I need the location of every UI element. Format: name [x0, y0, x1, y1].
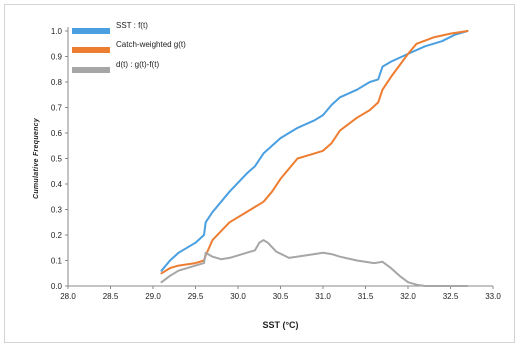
- legend-swatch-sst-f-t: [72, 28, 110, 34]
- y-tick-label: 0.3: [51, 206, 63, 215]
- y-tick-label: 0.8: [51, 78, 63, 87]
- x-tick-label: 33.0: [485, 292, 501, 301]
- legend-label-sst-f-t: SST : f(t): [116, 21, 148, 30]
- series-line-d-t-difference: [160, 239, 469, 287]
- x-tick-label: 29.5: [188, 292, 204, 301]
- legend-label-d-t-difference: d(t) : g(t)-f(t): [116, 60, 159, 69]
- x-tick-label: 31.0: [315, 292, 331, 301]
- legend: SST : f(t) Catch-weighted g(t) d(t) : g(t)…: [72, 21, 186, 73]
- x-tick-label: 29.0: [145, 292, 161, 301]
- x-tick-label: 30.0: [230, 292, 246, 301]
- y-tick-label: 0.4: [51, 180, 63, 189]
- series-line-catch-weighted-g-t: [160, 30, 469, 275]
- x-tick-label: 28.5: [103, 292, 119, 301]
- y-tick-label: 0.7: [51, 104, 63, 113]
- series-line-sst-f-t: [160, 30, 469, 272]
- axes: 28.0 28.5 29.0 29.5 30.0 30.5 31.0 31.5 32.0 32.5…: [51, 27, 501, 301]
- y-axis-title: Cumulative Frequency: [33, 117, 40, 199]
- y-tick-label: 0.6: [51, 129, 63, 138]
- x-tick-label: 32.0: [400, 292, 416, 301]
- x-tick-label: 32.5: [443, 292, 459, 301]
- legend-swatch-d-t-difference: [72, 67, 110, 73]
- y-tick-label: 0.5: [51, 155, 63, 164]
- y-tick-label: 0.2: [51, 231, 63, 240]
- y-tick-label: 0.1: [51, 257, 63, 266]
- y-tick-label: 0.0: [51, 282, 63, 291]
- y-tick-label: 0.9: [51, 53, 63, 62]
- legend-swatch-catch-weighted-g-t: [72, 47, 110, 53]
- x-axis-title: SST (°C): [262, 320, 298, 330]
- series-layer: [160, 30, 469, 287]
- x-tick-label: 28.0: [60, 292, 76, 301]
- x-tick-label: 30.5: [273, 292, 289, 301]
- x-tick-label: 31.5: [358, 292, 374, 301]
- y-tick-label: 1.0: [51, 27, 63, 36]
- legend-label-catch-weighted-g-t: Catch-weighted g(t): [116, 40, 186, 49]
